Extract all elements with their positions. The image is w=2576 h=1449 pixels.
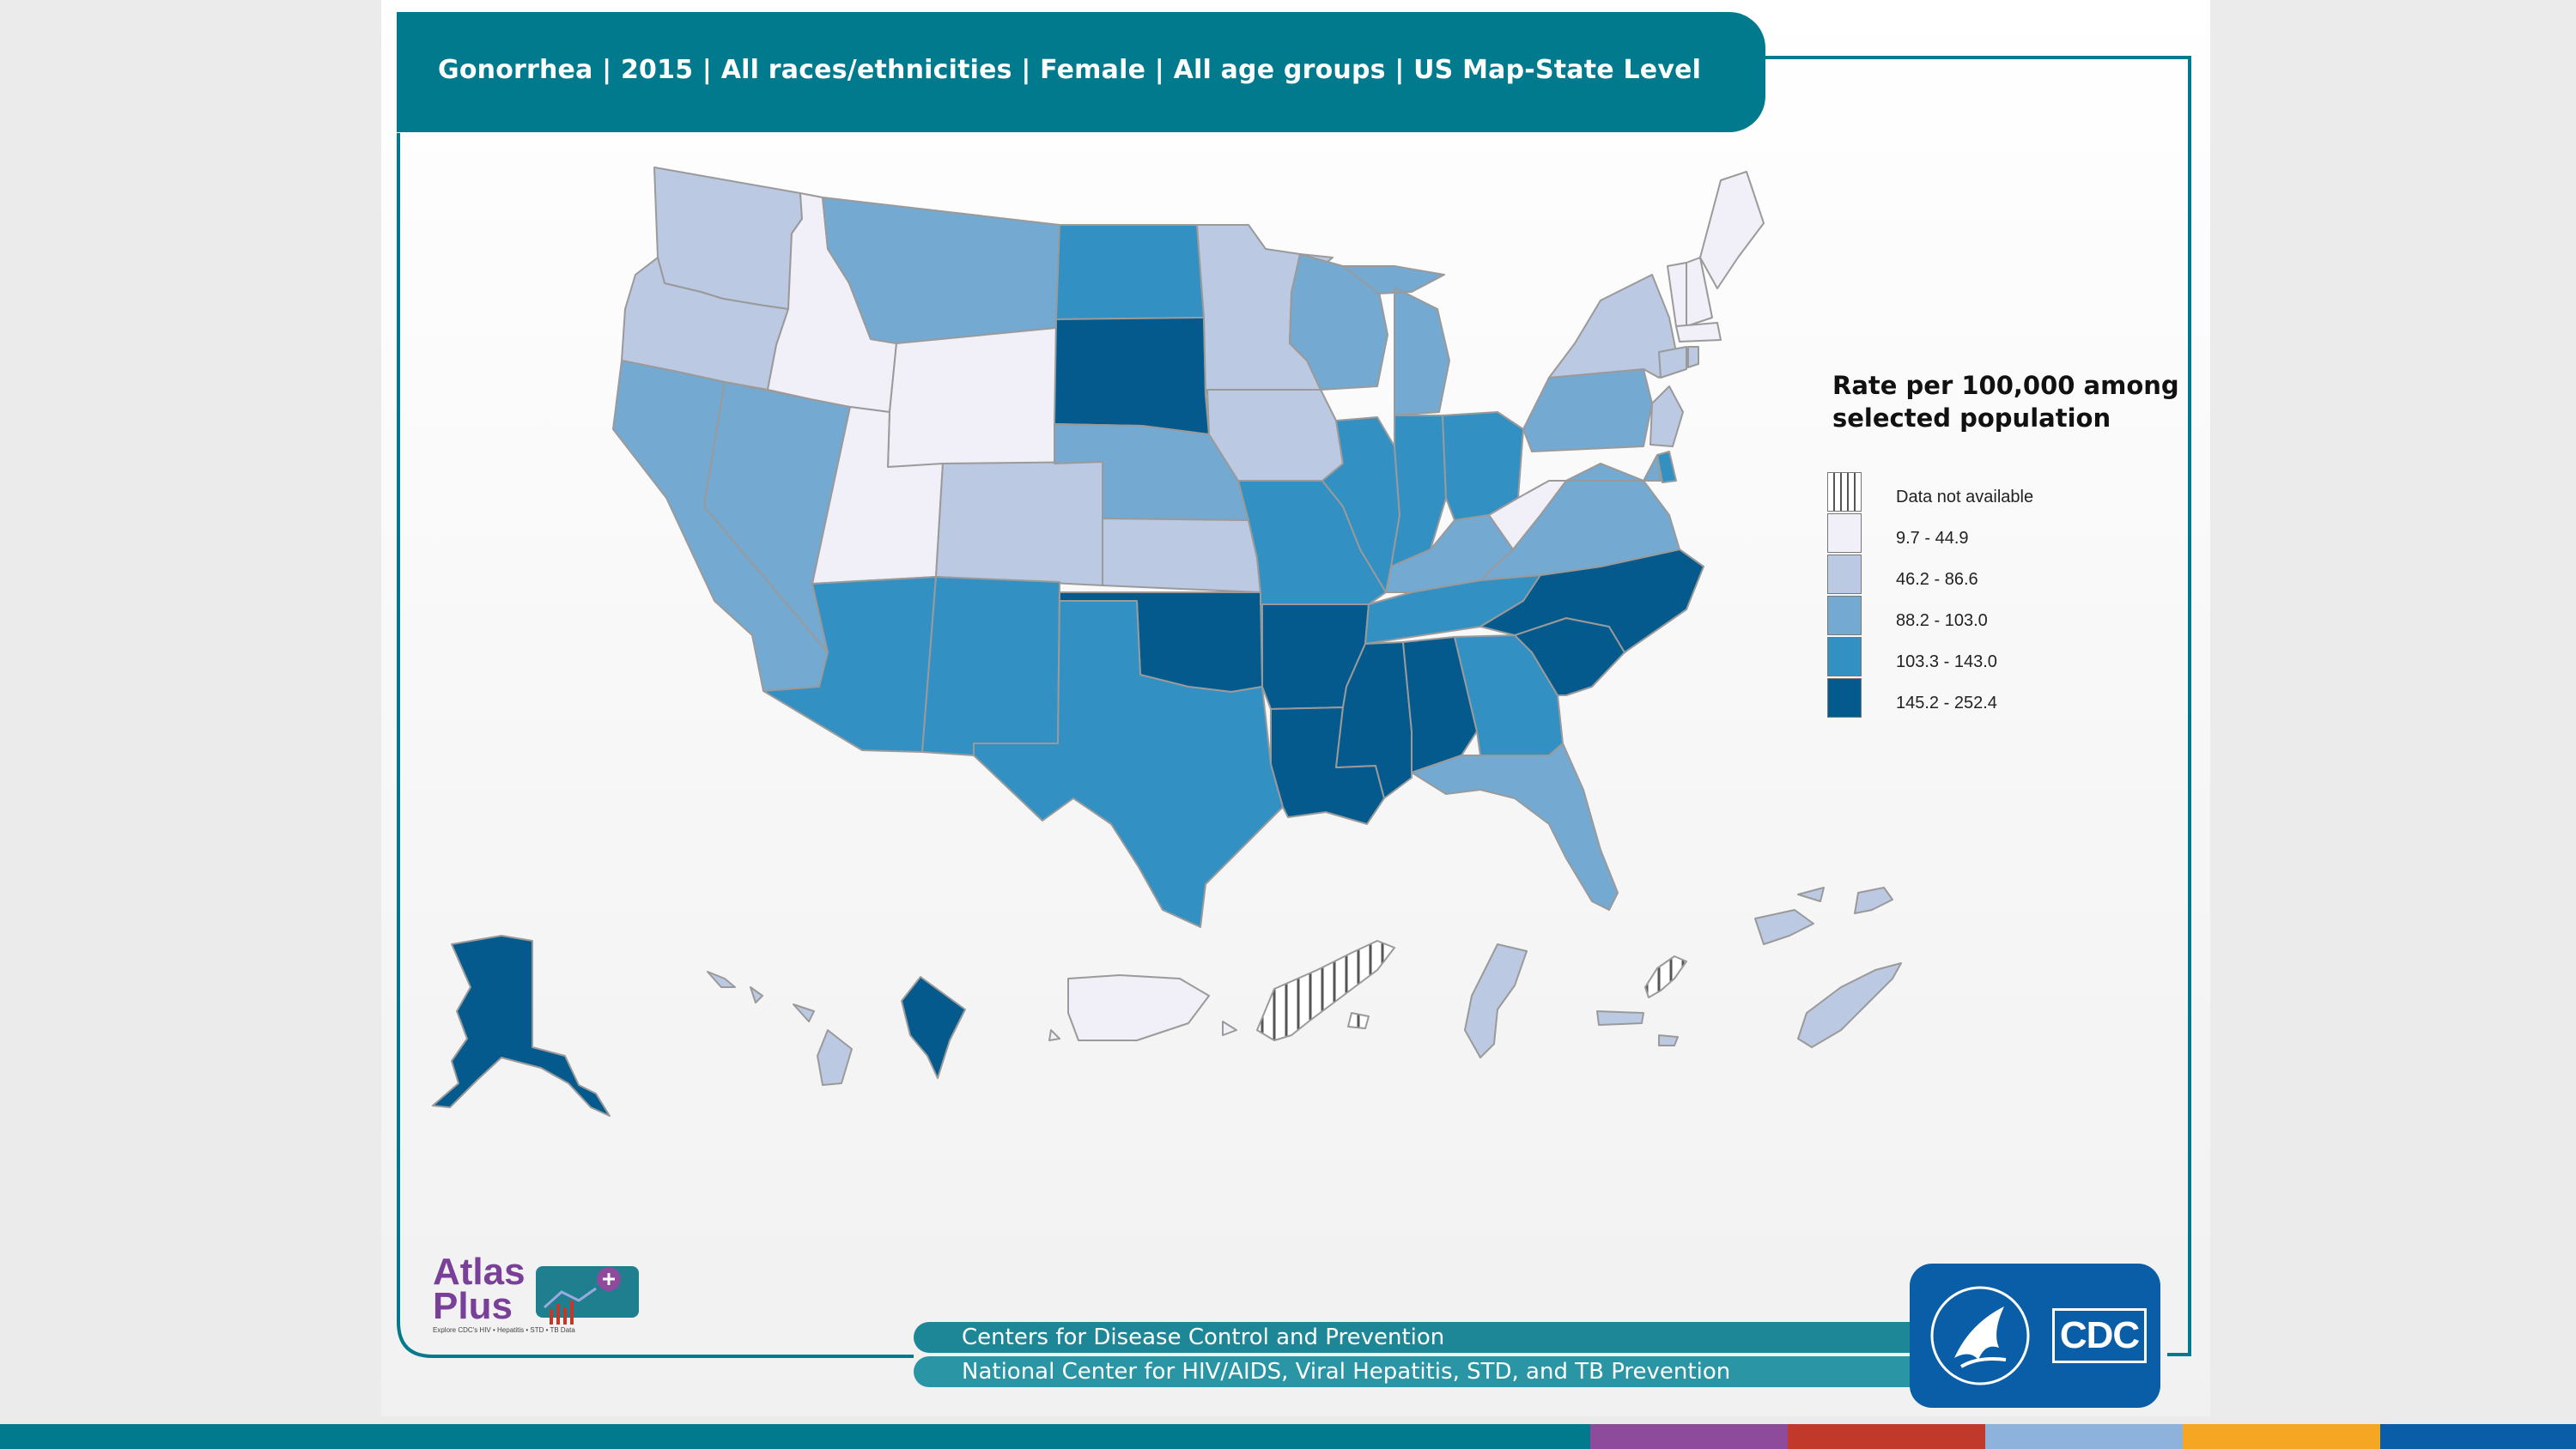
state-connecticut[interactable] (1658, 346, 1687, 379)
state-hawaii[interactable] (707, 971, 853, 1086)
legend-swatch (1827, 472, 1862, 512)
state-u-s-virgin-islands[interactable] (1256, 940, 1395, 1041)
cdc-logo: CDC (1910, 1264, 2160, 1408)
legend-swatch (1827, 678, 1862, 718)
state-rhode-island[interactable] (1687, 346, 1699, 368)
legend-title: Rate per 100,000 among selected populati… (1832, 371, 2179, 433)
atlasplus-line2: Plus (433, 1285, 513, 1327)
cdc-wordmark: CDC (2052, 1308, 2147, 1363)
legend-label: 145.2 - 252.4 (1896, 694, 1997, 712)
stripe-segment (1985, 1424, 2183, 1449)
state-maine[interactable] (1699, 171, 1765, 289)
title-bar: Gonorrhea | 2015 | All races/ethnicities… (397, 12, 1765, 132)
state-maryland[interactable] (1565, 454, 1662, 482)
atlasplus-logo-graphic (536, 1266, 639, 1325)
state-pennsylvania[interactable] (1522, 368, 1653, 452)
state-palau[interactable] (1754, 887, 1825, 945)
hhs-seal-icon (1930, 1286, 2030, 1385)
state-northern-mariana-islands[interactable] (1644, 955, 1687, 998)
state-marshall-islands[interactable] (1854, 887, 1893, 914)
legend-label: 9.7 - 44.9 (1896, 529, 1969, 548)
legend-swatch (1827, 513, 1862, 553)
slide: Gonorrhea | 2015 | All races/ethnicities… (381, 0, 2210, 1416)
stripe-segment (1590, 1424, 1788, 1449)
state-kansas[interactable] (1102, 518, 1261, 593)
state-wyoming[interactable] (887, 327, 1057, 468)
stripe-segment (0, 1424, 1590, 1449)
state-michigan[interactable] (1342, 265, 1450, 416)
legend-label: 88.2 - 103.0 (1896, 611, 1988, 630)
state-texas[interactable] (973, 600, 1284, 928)
stripe-segment (1788, 1424, 1985, 1449)
state-mississippi[interactable] (1335, 641, 1413, 799)
map-title: Gonorrhea | 2015 | All races/ethnicities… (438, 55, 1702, 85)
state-american-samoa[interactable] (1596, 1010, 1679, 1046)
state-micronesia[interactable] (1797, 962, 1902, 1048)
state-delaware[interactable] (1656, 451, 1677, 483)
state-new-mexico[interactable] (921, 576, 1060, 756)
atlasplus-tagline: Explore CDC's HIV • Hepatitis • STD • TB… (433, 1326, 575, 1334)
us-map (432, 167, 1902, 1117)
state-district-of-columbia[interactable] (901, 976, 966, 1079)
state-new-york[interactable] (1548, 274, 1679, 379)
stripe-segment (2380, 1424, 2576, 1449)
bottom-color-stripe (0, 1424, 2576, 1449)
state-vermont[interactable] (1667, 262, 1687, 327)
state-alaska[interactable] (432, 935, 611, 1117)
slide-frame (397, 56, 2191, 1358)
atlasplus-logo: Atlas Plus (433, 1253, 526, 1327)
atlasplus-line1: Atlas (433, 1251, 526, 1293)
legend-label: 103.3 - 143.0 (1896, 652, 1997, 671)
state-massachusetts[interactable] (1675, 322, 1722, 343)
stripe-segment (2183, 1424, 2380, 1449)
state-florida[interactable] (1411, 743, 1619, 911)
legend-swatch (1827, 637, 1862, 676)
state-new-jersey[interactable] (1649, 385, 1684, 447)
state-puerto-rico[interactable] (1048, 974, 1237, 1041)
state-north-dakota[interactable] (1055, 224, 1205, 320)
footer-center-name: National Center for HIV/AIDS, Viral Hepa… (914, 1356, 1935, 1387)
state-south-dakota[interactable] (1054, 317, 1210, 435)
state-guam[interactable] (1464, 943, 1528, 1058)
state-colorado[interactable] (935, 461, 1103, 586)
legend-label: Data not available (1896, 488, 2034, 506)
state-new-hampshire[interactable] (1686, 257, 1713, 327)
legend-swatch (1827, 596, 1862, 635)
footer-agency-name: Centers for Disease Control and Preventi… (914, 1322, 1935, 1353)
legend-label: 46.2 - 86.6 (1896, 570, 1978, 589)
legend-swatch (1827, 555, 1862, 594)
